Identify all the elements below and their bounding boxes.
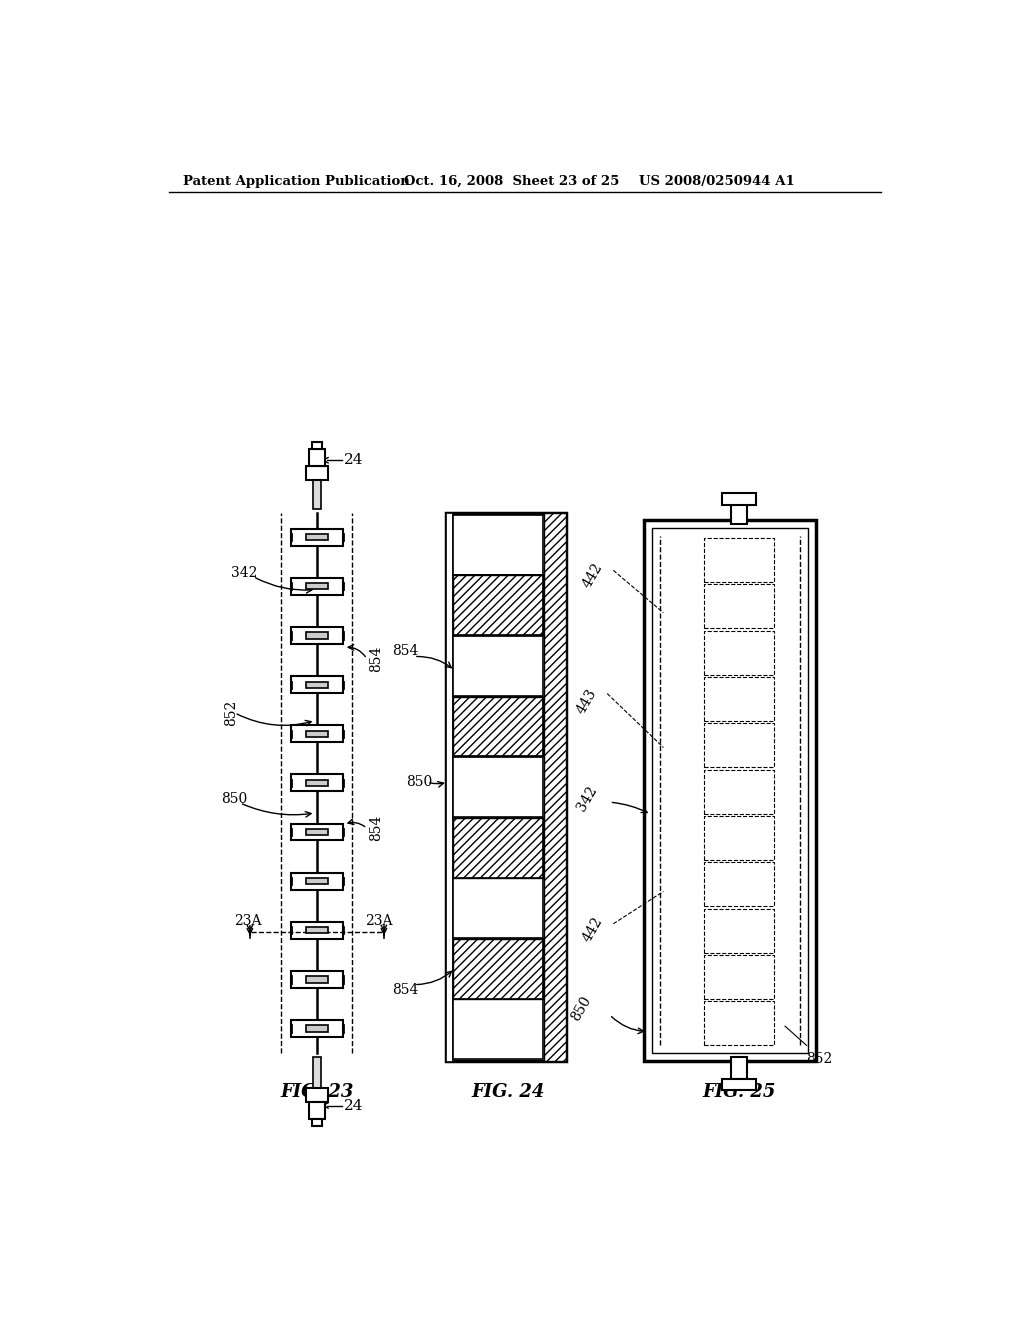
Bar (454, 697, 544, 756)
Bar (291, 775, 343, 792)
Bar (306, 829, 328, 836)
Bar (544, 512, 565, 1061)
Text: 854: 854 (392, 644, 419, 659)
Bar (446, 512, 565, 1061)
Bar (291, 972, 343, 987)
Bar (454, 818, 544, 878)
Text: 24: 24 (344, 453, 364, 467)
Bar (291, 529, 343, 545)
Bar (306, 583, 328, 590)
Text: Oct. 16, 2008  Sheet 23 of 25: Oct. 16, 2008 Sheet 23 of 25 (403, 176, 620, 187)
Bar (291, 578, 343, 595)
Bar (454, 697, 544, 756)
Bar (705, 677, 773, 721)
Bar (454, 878, 544, 939)
Bar (705, 816, 773, 861)
Bar (454, 636, 544, 696)
Text: 850: 850 (569, 994, 594, 1023)
Text: 342: 342 (230, 566, 257, 579)
Bar (705, 585, 773, 628)
Bar (306, 977, 328, 982)
Bar (446, 512, 453, 1061)
Bar (705, 956, 773, 999)
Bar (454, 939, 544, 999)
Bar (705, 631, 773, 675)
Bar (544, 512, 565, 1061)
Bar (705, 723, 773, 767)
Bar (705, 1002, 773, 1045)
Bar (306, 1088, 328, 1102)
Bar (313, 478, 321, 508)
Text: 854: 854 (370, 645, 383, 672)
Bar (309, 449, 325, 466)
Bar (306, 1026, 328, 1032)
Bar (313, 1057, 321, 1088)
Bar (291, 1020, 343, 1038)
Bar (309, 1102, 325, 1118)
Bar (312, 442, 322, 449)
Bar (306, 731, 328, 737)
Bar (291, 824, 343, 841)
Text: FIG. 25: FIG. 25 (702, 1082, 775, 1101)
Text: 23A: 23A (233, 913, 261, 928)
Bar (291, 627, 343, 644)
Bar (705, 862, 773, 907)
Bar (312, 1118, 322, 1126)
Bar (731, 503, 746, 524)
Text: 442: 442 (581, 561, 605, 591)
Text: 443: 443 (574, 686, 599, 717)
Bar (705, 770, 773, 813)
Text: FIG. 24: FIG. 24 (471, 1082, 545, 1101)
Text: 850: 850 (220, 792, 247, 807)
Bar (722, 1078, 756, 1090)
Bar (652, 528, 808, 1053)
Text: 850: 850 (407, 775, 432, 789)
Bar (454, 515, 544, 574)
Bar (291, 676, 343, 693)
Text: Patent Application Publication: Patent Application Publication (183, 176, 410, 187)
Text: 854: 854 (392, 983, 419, 997)
Bar (306, 681, 328, 688)
Bar (705, 908, 773, 953)
Bar (454, 576, 544, 635)
Text: 342: 342 (574, 784, 599, 814)
Bar (306, 535, 328, 540)
Bar (454, 576, 544, 635)
Bar (291, 725, 343, 742)
Bar (454, 758, 544, 817)
Bar (291, 921, 343, 939)
Text: US 2008/0250944 A1: US 2008/0250944 A1 (639, 176, 795, 187)
Text: 852: 852 (807, 1052, 833, 1065)
Bar (306, 466, 328, 480)
Bar (454, 818, 544, 878)
Text: 442: 442 (581, 915, 605, 945)
Bar (722, 494, 756, 506)
Text: FIG. 23: FIG. 23 (281, 1082, 353, 1101)
Bar (731, 1057, 746, 1078)
Bar (291, 873, 343, 890)
Bar (644, 520, 816, 1061)
Bar (306, 780, 328, 785)
Text: 24: 24 (344, 1098, 364, 1113)
Bar (306, 927, 328, 933)
Text: 852: 852 (224, 700, 239, 726)
Text: 854: 854 (370, 816, 383, 841)
Bar (705, 539, 773, 582)
Bar (454, 999, 544, 1059)
Bar (454, 939, 544, 999)
Bar (306, 632, 328, 639)
Bar (306, 878, 328, 884)
Text: 23A: 23A (365, 913, 392, 928)
